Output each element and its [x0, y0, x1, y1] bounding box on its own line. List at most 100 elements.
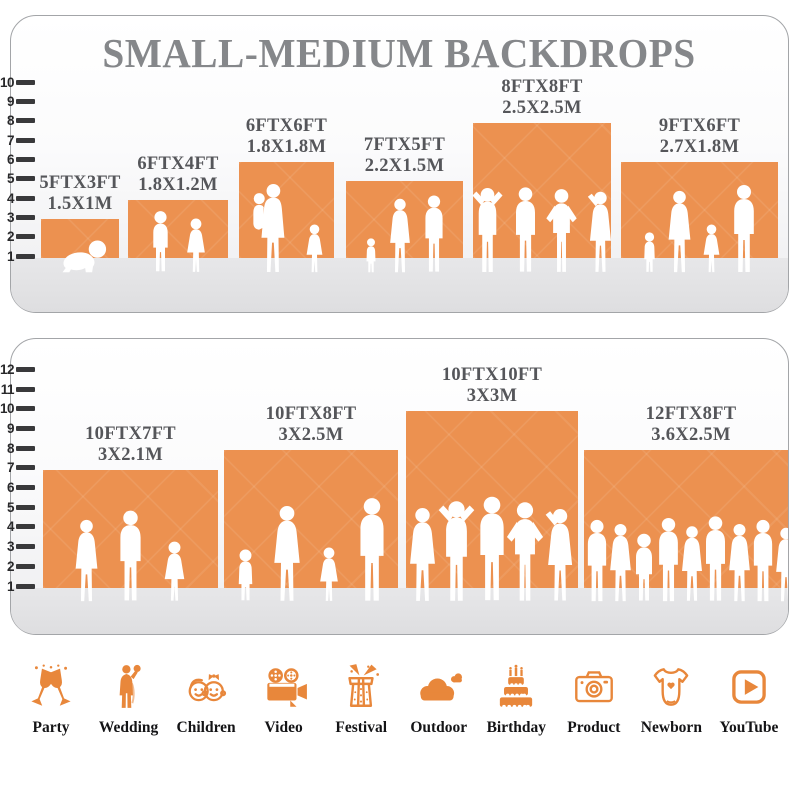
ruler-dash	[16, 253, 35, 259]
ruler-number: 12	[0, 361, 15, 377]
ruler-number: 10	[0, 74, 15, 90]
ruler-number: 4	[6, 190, 15, 206]
category-children: Children	[169, 662, 243, 737]
panel-small-medium-bottom: 10FTX7FT 3X2.1M 10FTX8FT 3X2.5M 10FTX10FT 3X3…	[0, 338, 789, 635]
backdrop-size-m: 2.7X1.8M	[659, 136, 740, 157]
studio-floor	[11, 258, 788, 312]
page-title: SMALL-MEDIUM BACKDROPS	[102, 30, 697, 76]
backdrop-size-m: 2.2X1.5M	[364, 155, 445, 176]
backdrop-size-m: 1.8X1.2M	[138, 175, 218, 196]
figure-group	[35, 509, 226, 603]
figure-group	[613, 184, 786, 274]
ruler-dash	[16, 79, 35, 85]
ruler-dash	[16, 137, 35, 143]
figure-woman-hand-up	[582, 190, 617, 274]
wedding-icon	[119, 664, 141, 708]
category-label: Children	[176, 719, 236, 736]
ruler-number: 1	[6, 248, 15, 264]
figure-woman	[71, 519, 102, 603]
product-icon	[574, 671, 613, 703]
backdrop-size-ft: 5FTX3FT	[39, 173, 121, 194]
backdrop-box-5ftx3ft	[41, 219, 119, 258]
ruler-dash	[16, 406, 35, 412]
ruler-tick-4: 4	[0, 189, 35, 207]
category-wedding: Wedding	[92, 662, 166, 737]
category-outdoor: Outdoor	[402, 662, 476, 737]
backdrop-size-ft: 6FTX6FT	[245, 115, 328, 136]
figure-group	[231, 182, 342, 274]
ruler-tick-11: 11	[0, 380, 35, 398]
backdrop-size-ft: 10FTX7FT	[85, 423, 176, 444]
figure-group	[338, 194, 471, 274]
category-label: Outdoor	[410, 719, 468, 736]
figure-boy	[147, 210, 174, 274]
category-label: Video	[264, 719, 303, 736]
ruler-tick-4: 4	[0, 518, 35, 536]
category-birthday: Birthday	[479, 662, 553, 737]
category-label: Party	[32, 719, 70, 736]
children-icon	[188, 674, 227, 702]
panel-bottom-content: 10FTX7FT 3X2.1M 10FTX8FT 3X2.5M 10FTX10FT 3X3…	[11, 339, 788, 634]
festival-icon	[348, 664, 380, 707]
ruler-tick-7: 7	[0, 459, 35, 477]
ruler-tick-2: 2	[0, 557, 35, 575]
backdrop-size-ft: 8FTX8FT	[501, 76, 583, 97]
category-label: Wedding	[98, 719, 159, 736]
backdrop-label: 9FTX6FT 2.7X1.8M	[659, 116, 740, 158]
ruler-tick-10: 10	[0, 73, 35, 91]
ruler-tick-9: 9	[0, 93, 35, 111]
figure-man-hands-behind-head	[467, 186, 508, 274]
figure-woman-hand-up	[539, 507, 579, 603]
ruler-number: 9	[6, 420, 15, 436]
ruler-dash	[16, 386, 35, 392]
backdrop-size-m: 1.5X1M	[47, 194, 113, 215]
ruler-number: 3	[6, 209, 15, 225]
ruler-number: 7	[6, 132, 15, 148]
figure-group	[33, 238, 127, 274]
ruler-tick-3: 3	[0, 538, 35, 556]
panel-top-content: 5FTX3FT 1.5X1M 6FTX4FT 1.8X1.2M 6FTX6FT 1.8X1…	[11, 16, 788, 312]
figure-girl	[699, 224, 724, 274]
figure-woman	[269, 505, 305, 603]
figure-man	[728, 184, 760, 274]
figure-man	[353, 497, 391, 603]
figure-man	[420, 194, 448, 274]
backdrop-box-8ftx8ft	[473, 122, 611, 258]
ruler-number: 9	[6, 94, 15, 110]
category-label: Newborn	[640, 719, 702, 736]
backdrop-size-ft: 7FTX5FT	[363, 134, 446, 155]
figure-toddler	[232, 549, 259, 603]
ruler-tick-12: 12	[0, 360, 35, 378]
ruler-number: 5	[6, 171, 15, 187]
category-video: Video	[247, 662, 321, 737]
ruler-tick-9: 9	[0, 419, 35, 437]
figure-man	[114, 509, 147, 603]
backdrop-label: 10FTX8FT 3X2.5M	[266, 404, 357, 446]
ruler-dash	[16, 465, 35, 471]
video-icon	[266, 668, 307, 707]
backdrop-label: 6FTX6FT 1.8X1.8M	[246, 116, 327, 158]
ruler-number: 4	[6, 519, 15, 535]
figure-group	[398, 495, 586, 603]
figure-group	[465, 186, 619, 274]
ruler-tick-1: 1	[0, 577, 35, 595]
figure-mother-holding-toddler	[247, 182, 292, 274]
ruler-number: 6	[6, 152, 15, 167]
figure-girl	[159, 541, 190, 603]
ruler-tick-7: 7	[0, 131, 35, 149]
party-icon	[31, 664, 71, 706]
figure-man-hands-on-hips	[543, 188, 580, 274]
backdrop-label: 10FTX7FT 3X2.1M	[85, 424, 176, 466]
ruler-tick-6: 6	[0, 151, 35, 169]
title-bar: SMALL-MEDIUM BACKDROPS	[11, 29, 788, 77]
backdrop-label: 12FTX8FT 3.6X2.5M	[646, 404, 737, 446]
backdrop-size-m: 3X2.1M	[97, 444, 163, 465]
ruler-dash	[16, 366, 35, 372]
panel-small-medium-top: 5FTX3FT 1.5X1M 6FTX4FT 1.8X1.2M 6FTX6FT 1.8X1…	[0, 15, 789, 313]
ruler-dash	[16, 234, 35, 240]
ruler-number: 7	[6, 460, 15, 476]
category-row: Party Wedding Children	[14, 662, 786, 737]
backdrop-label: 8FTX8FT 2.5X2.5M	[501, 77, 582, 119]
ruler-dash	[16, 504, 35, 510]
ruler-dash	[16, 99, 35, 105]
